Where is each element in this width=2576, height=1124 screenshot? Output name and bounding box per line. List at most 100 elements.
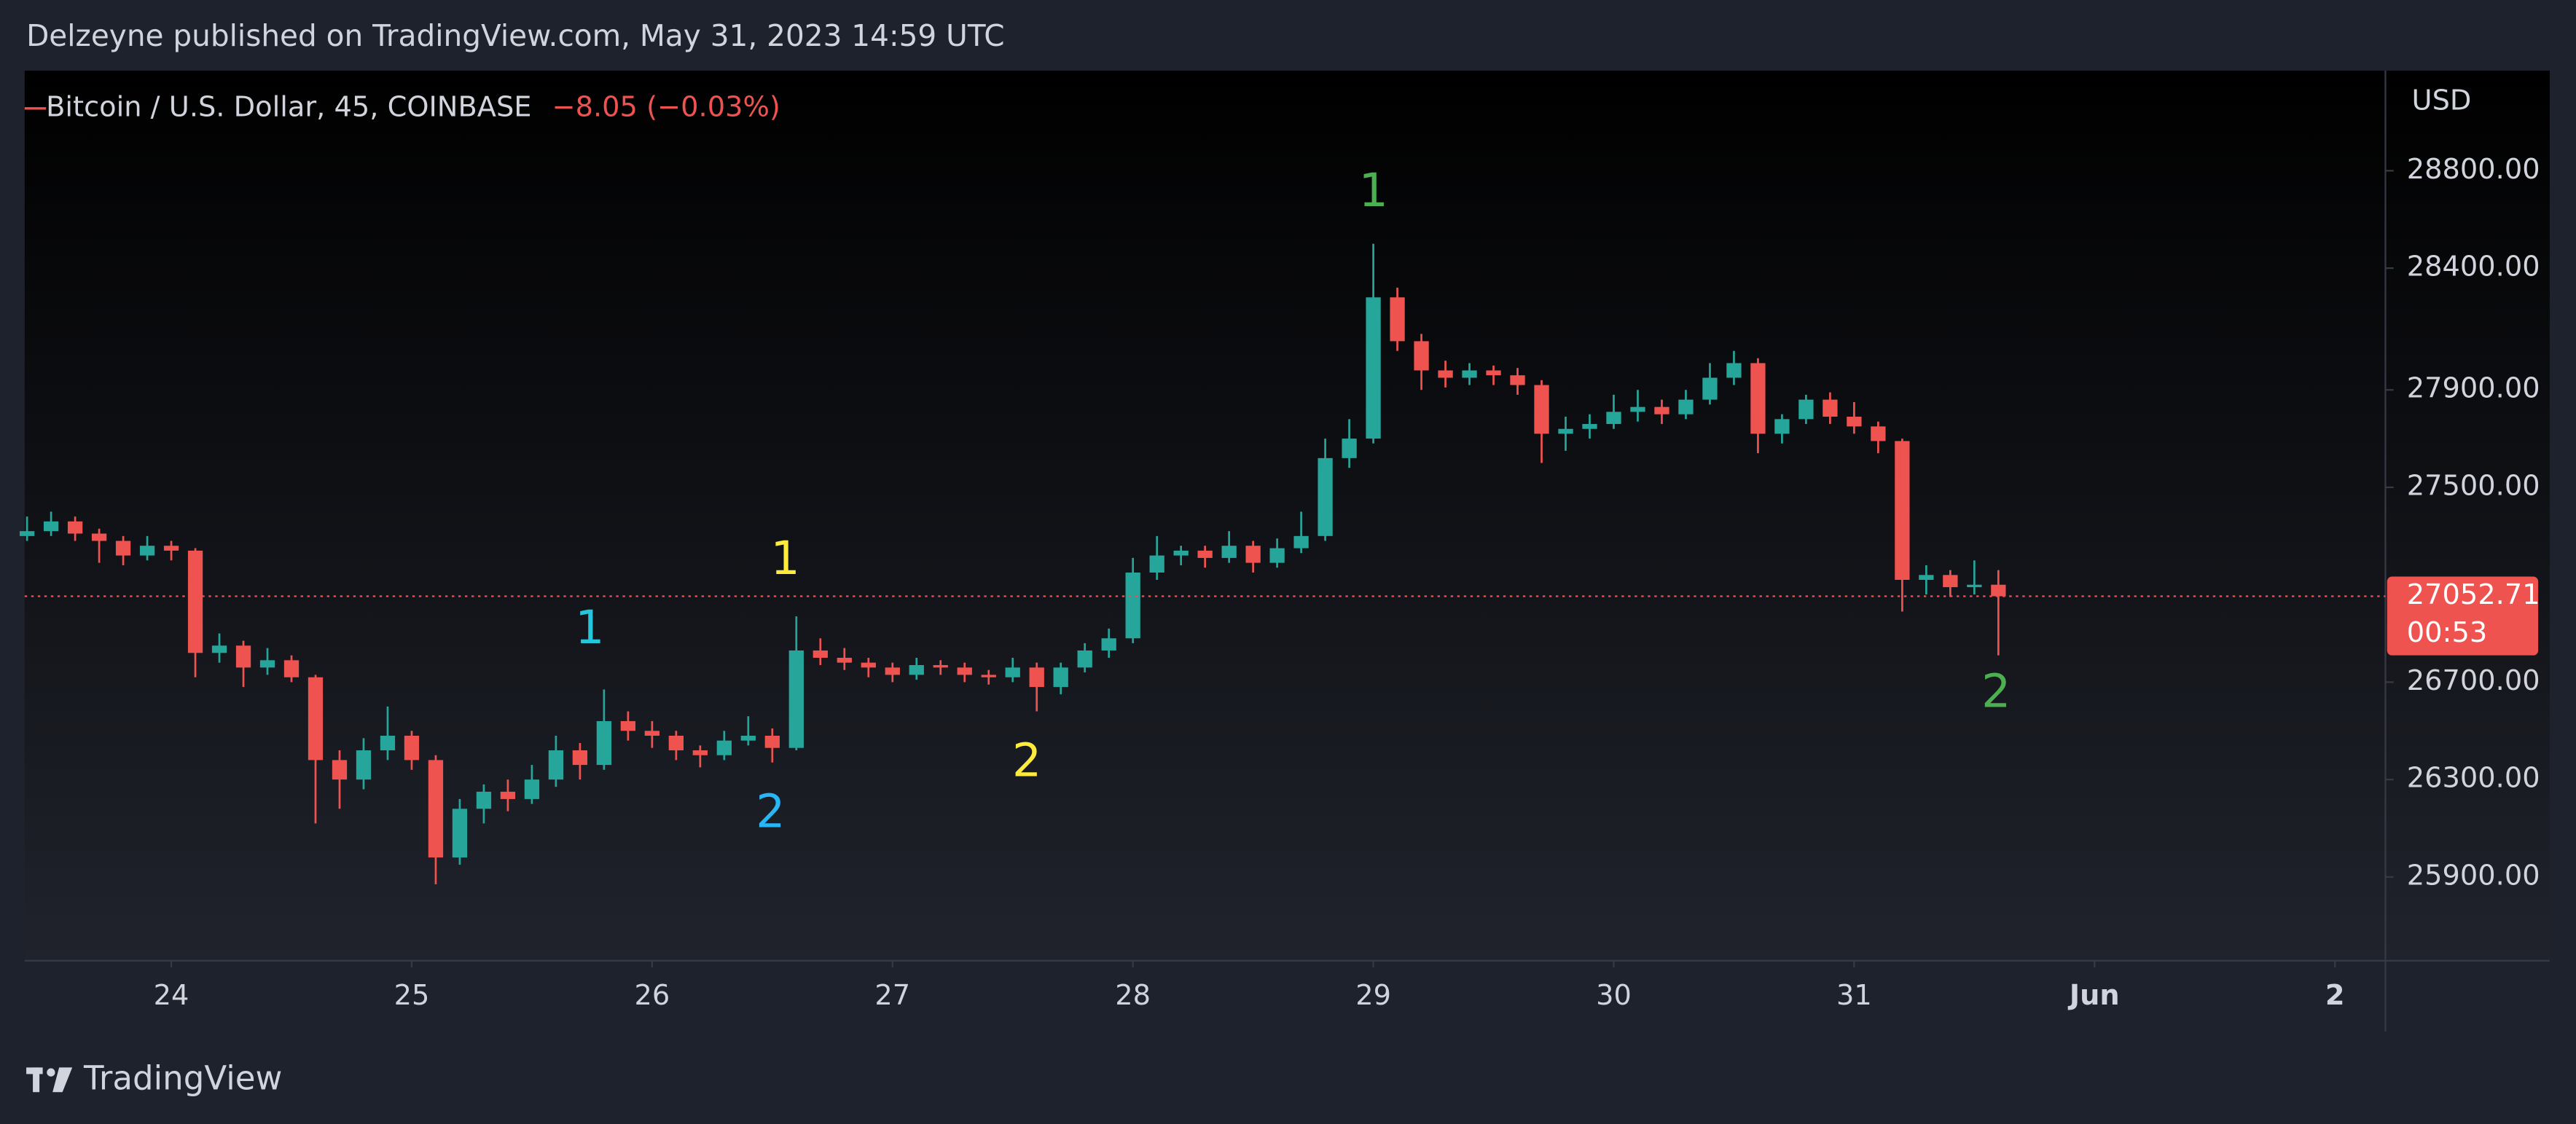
candle-body: [1077, 650, 1092, 668]
y-tick-label: 25900.00: [2407, 859, 2540, 892]
candle-body: [1125, 572, 1140, 639]
candle-body: [428, 760, 444, 858]
candle-body: [1750, 363, 1766, 434]
candle-body: [283, 660, 300, 677]
wave-label: 1: [575, 600, 604, 654]
candle-body: [885, 667, 900, 675]
candle-body: [1173, 550, 1189, 556]
brand-name: TradingView: [83, 1058, 282, 1097]
candle-body: [1293, 535, 1309, 549]
candle-body: [356, 750, 372, 780]
wave-label: 2: [756, 784, 785, 838]
candle-body: [596, 720, 612, 766]
x-tick-label: Jun: [2067, 979, 2120, 1012]
symbol-legend: Bitcoin / U.S. Dollar, 45, COINBASE: [46, 90, 531, 123]
candle-body: [524, 779, 540, 799]
candle-body: [308, 677, 324, 761]
candle-body: [1871, 426, 1886, 441]
candle-body: [981, 675, 996, 677]
y-tick-label: 26700.00: [2407, 664, 2540, 697]
candle-body: [572, 750, 588, 766]
candle-body: [740, 735, 756, 741]
x-tick-label: 27: [874, 979, 910, 1012]
candle-body: [1366, 297, 1381, 439]
candle-body: [163, 546, 179, 551]
candle-body: [716, 740, 732, 755]
x-tick-label: 31: [1836, 979, 1872, 1012]
candle-body: [1029, 667, 1044, 688]
x-tick-label: 25: [394, 979, 430, 1012]
candle-body: [644, 731, 660, 736]
candle-body: [1558, 428, 1573, 434]
x-tick-label: 2: [2325, 979, 2345, 1012]
logo: [26, 1067, 73, 1093]
y-tick-label: 27900.00: [2407, 372, 2540, 405]
wave-label: 1: [1359, 163, 1388, 217]
candle-body: [1462, 370, 1477, 378]
price-change: −8.05 (−0.03%): [552, 90, 780, 123]
candle-body: [788, 650, 804, 748]
candle-body: [139, 546, 155, 556]
candle-body: [1197, 550, 1213, 558]
publish-header: Delzeyne published on TradingView.com, M…: [26, 18, 1005, 53]
candle-body: [1991, 584, 2006, 597]
candle-body: [1895, 441, 1910, 581]
wave-label: 2: [1012, 733, 1041, 787]
x-tick-label: 24: [154, 979, 189, 1012]
candle-body: [1101, 638, 1116, 651]
chart-pane: [24, 70, 2550, 961]
candle-body: [1630, 406, 1645, 412]
y-tick-label: 27500.00: [2407, 469, 2540, 502]
candle-body: [115, 541, 131, 556]
candle-body: [452, 809, 468, 858]
candle-body: [1678, 399, 1694, 414]
x-tick-label: 30: [1596, 979, 1632, 1012]
candle-body: [1823, 399, 1838, 417]
candle-body: [1486, 370, 1501, 376]
candle-body: [1414, 341, 1429, 371]
candle-body: [1342, 439, 1357, 458]
candle-body: [19, 531, 35, 536]
candle-body: [813, 650, 828, 658]
candle-body: [1726, 363, 1742, 378]
candle-body: [933, 665, 948, 668]
wave-label: 1: [771, 531, 800, 585]
candle-body: [1005, 667, 1020, 677]
candle-body: [235, 645, 251, 668]
x-tick-label: 28: [1115, 979, 1151, 1012]
candle-body: [1967, 584, 1982, 588]
candle-body: [380, 735, 396, 751]
candle-body: [332, 760, 348, 780]
y-tick-label: 26300.00: [2407, 762, 2540, 795]
candle-body: [211, 645, 227, 653]
y-tick-label: 28800.00: [2407, 153, 2540, 186]
candle-body: [1582, 424, 1597, 429]
logo-shape: [47, 1068, 55, 1077]
candle-body: [1053, 667, 1068, 688]
candle-body: [43, 521, 59, 532]
logo-shape: [52, 1067, 73, 1093]
last-price-box: [2387, 576, 2539, 656]
currency-label: USD: [2412, 84, 2472, 117]
y-tick-label: 28400.00: [2407, 251, 2540, 283]
logo-shape: [33, 1067, 40, 1093]
x-tick-label: 26: [634, 979, 670, 1012]
candle-body: [259, 660, 275, 668]
candle-body: [91, 533, 107, 541]
candle-body: [187, 550, 203, 653]
plot: 25900.00 26300.00 26700.00 27500.00 27900.00…: [19, 153, 2540, 1012]
last-price-label: 27052.71: [2407, 578, 2540, 611]
candle-body: [764, 735, 780, 748]
candle-body: [1943, 575, 1958, 588]
x-tick-label: 29: [1355, 979, 1391, 1012]
candle-body: [1654, 406, 1669, 414]
wave-label: 2: [1981, 664, 2011, 718]
candle-body: [909, 665, 924, 675]
candle-body: [1269, 548, 1285, 563]
candle-body: [1510, 375, 1525, 385]
time-axis: [24, 960, 2550, 1031]
candle-body: [1245, 546, 1261, 563]
countdown: 00:53: [2407, 616, 2487, 649]
candle-body: [861, 662, 876, 668]
